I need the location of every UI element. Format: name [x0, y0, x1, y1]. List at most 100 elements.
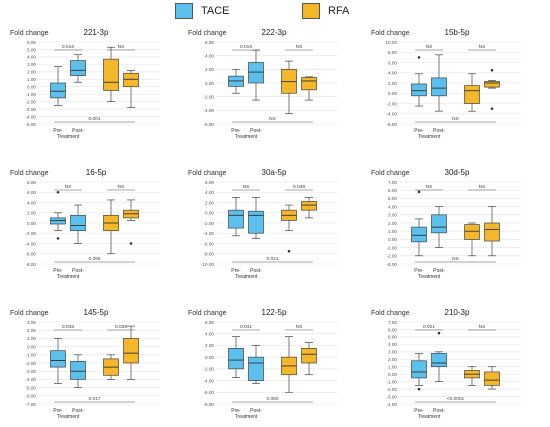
p-value-label: NS — [269, 116, 276, 122]
y-tick-label: -5.00 — [26, 122, 37, 127]
box-rfa-post — [123, 338, 139, 364]
x-axis-title: Treatment — [57, 274, 80, 280]
x-tick-label-pre: Pre- — [414, 408, 424, 414]
p-value-label: 0.038 — [293, 184, 305, 190]
y-tick-label: -1.00 — [26, 353, 37, 358]
chart-title: 145-5p — [84, 308, 109, 317]
chart-panel-30a-5p: Fold change 30a-5p -10.00 -8.00 -6.00 -4.00 -2… — [188, 168, 338, 280]
box-tace-pre — [50, 82, 66, 99]
y-tick-label: -2.00 — [204, 94, 215, 99]
x-tick-label-post: Post- — [433, 408, 445, 414]
chart-panel-122-5p: Fold change 122-5p -8.00 -6.00 -4.00 -2.00 0.0… — [188, 308, 338, 420]
y-tick-label: 2.00 — [205, 67, 214, 72]
y-tick-label: 0.00 — [27, 85, 36, 90]
outlier-point — [56, 190, 60, 194]
box-rfa-pre — [464, 224, 480, 240]
y-tick-label: 2.00 — [388, 221, 397, 226]
p-value-label: 0.016 — [62, 44, 74, 50]
y-tick-label: -6.00 — [204, 241, 215, 246]
box-rfa-post — [484, 222, 500, 242]
y-tick-label: -7.00 — [26, 402, 37, 407]
x-tick-label-pre: Pre- — [414, 268, 424, 274]
y-tick-label: -4.00 — [204, 231, 215, 236]
y-tick-label: 2.00 — [388, 81, 397, 86]
y-tick-label: 1.00 — [27, 336, 36, 341]
y-axis-title: Fold change — [10, 170, 49, 177]
box-tace-post — [431, 352, 447, 368]
chart-title: 222-3p — [262, 28, 287, 37]
y-tick-label: 6.00 — [388, 327, 397, 332]
box-tace-post — [248, 210, 264, 234]
x-tick-label-pre: Pre- — [231, 128, 241, 134]
outlier-point — [417, 56, 421, 59]
x-axis-title: Treatment — [418, 414, 441, 420]
y-tick-label: 0.00 — [388, 91, 397, 96]
y-tick-label: 0.00 — [205, 81, 214, 86]
y-tick-label: -6.00 — [26, 252, 37, 257]
x-tick-label-pre: Pre- — [53, 268, 63, 274]
p-value-label: 0.038 — [115, 324, 127, 330]
chart-panel-222-3p: Fold change 222-3p -6.00 -4.00 -2.00 0.00 2.00… — [188, 28, 338, 140]
y-tick-label: 6.00 — [388, 188, 397, 193]
y-tick-label: 7.00 — [388, 320, 397, 325]
p-value-label: 0.038 — [62, 324, 74, 330]
box-rfa-post — [301, 77, 317, 91]
x-tick-label-post: Post- — [250, 128, 262, 134]
y-tick-label: -3.00 — [26, 369, 37, 374]
legend-swatch-tace — [175, 3, 193, 19]
p-value-label: NS — [118, 44, 125, 50]
y-tick-label: -10.00 — [201, 262, 214, 267]
y-tick-label: -2.00 — [387, 254, 398, 259]
y-tick-label: 5.00 — [388, 335, 397, 340]
p-value-label: 0.021 — [266, 256, 278, 262]
y-tick-label: 3.00 — [27, 320, 36, 325]
box-tace-post — [431, 77, 447, 97]
box-rfa-post — [301, 201, 317, 211]
x-tick-label-post: Post- — [250, 408, 262, 414]
chart-panel-210-3p: Fold change 210-3p -4.00 -3.00 -2.00 -1.00 0.0… — [371, 308, 521, 420]
outlier-point — [437, 331, 441, 335]
box-tace-post — [248, 356, 264, 381]
box-tace-pre — [228, 209, 244, 229]
y-tick-label: -5.00 — [26, 385, 37, 390]
p-value-label: <0.0001 — [447, 396, 465, 402]
x-tick-label-post: Post- — [433, 128, 445, 134]
p-value-label: NS — [65, 184, 72, 190]
x-tick-label-pre: Pre- — [53, 128, 63, 134]
chart-title: 15b-5p — [445, 28, 470, 37]
x-tick-label-pre: Pre- — [414, 128, 424, 134]
y-tick-label: -2.00 — [204, 367, 215, 372]
y-tick-label: 4.00 — [388, 204, 397, 209]
y-tick-label: 4.00 — [205, 190, 214, 195]
y-tick-label: -3.00 — [387, 262, 398, 267]
x-tick-label-post: Post- — [250, 268, 262, 274]
p-value-label: NS — [479, 44, 486, 50]
y-tick-label: 10.00 — [386, 40, 398, 45]
y-tick-label: 3.00 — [27, 62, 36, 67]
box-tace-pre — [411, 360, 427, 379]
y-tick-label: -2.00 — [26, 99, 37, 104]
chart-title: 30a-5p — [262, 168, 287, 177]
y-tick-label: 2.00 — [27, 70, 36, 75]
p-value-label: NS — [479, 184, 486, 190]
x-axis-title: Treatment — [57, 414, 80, 420]
y-tick-label: -1.00 — [26, 92, 37, 97]
y-tick-label: -6.00 — [387, 122, 398, 127]
box-rfa-pre — [464, 85, 480, 104]
y-axis-title: Fold change — [371, 170, 410, 177]
outlier-point — [287, 249, 291, 253]
y-tick-label: -1.00 — [387, 379, 398, 384]
outlier-point — [490, 68, 494, 72]
box-tace-pre — [50, 217, 66, 225]
y-tick-label: 0.00 — [27, 221, 36, 226]
y-tick-label: -1.00 — [387, 245, 398, 250]
y-tick-label: -4.00 — [204, 378, 215, 383]
legend-label-rfa: RFA — [328, 5, 350, 17]
p-value-label: NS — [479, 324, 486, 330]
y-tick-label: -6.00 — [204, 390, 215, 395]
x-axis-title: Treatment — [57, 134, 80, 140]
y-tick-label: 0.00 — [27, 344, 36, 349]
p-value-label: NS — [243, 184, 250, 190]
y-tick-label: 2.00 — [205, 343, 214, 348]
y-tick-label: 8.00 — [388, 50, 397, 55]
